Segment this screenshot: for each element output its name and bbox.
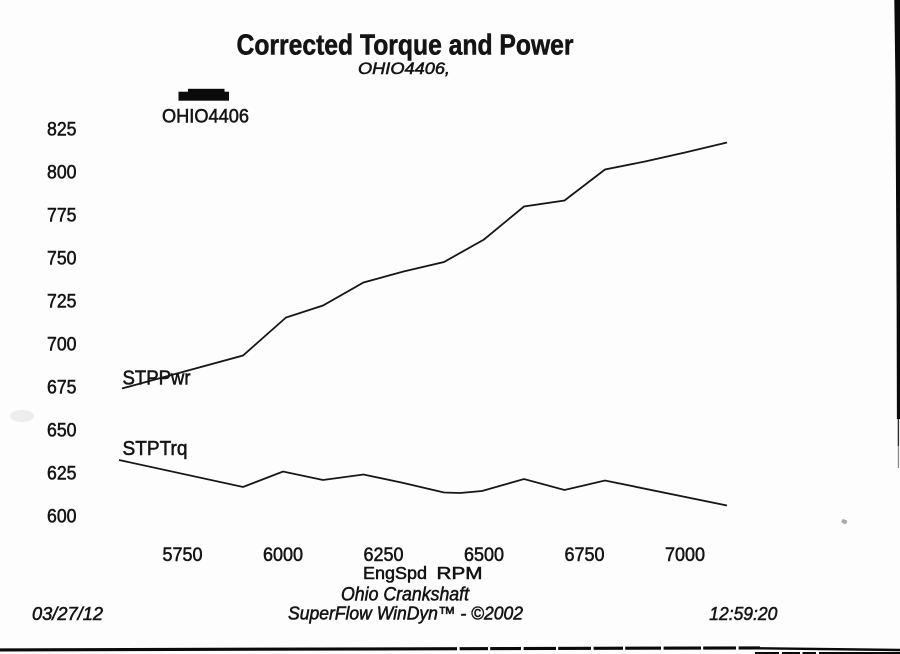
svg-text:EngSpd: EngSpd [363, 563, 427, 583]
svg-text:Corrected Torque and Power: Corrected Torque and Power [237, 30, 574, 62]
svg-text:7000: 7000 [665, 545, 705, 566]
svg-text:12:59:20: 12:59:20 [709, 603, 778, 624]
svg-text:6000: 6000 [263, 545, 303, 566]
svg-text:RPM: RPM [437, 563, 483, 583]
svg-text:675: 675 [47, 376, 77, 398]
svg-text:SuperFlow WinDyn™ - ©2002: SuperFlow WinDyn™ - ©2002 [288, 603, 524, 624]
svg-text:825: 825 [47, 118, 77, 140]
svg-text:6750: 6750 [565, 545, 605, 566]
svg-text:03/27/12: 03/27/12 [32, 603, 104, 624]
svg-text:6500: 6500 [464, 545, 504, 566]
svg-text:6250: 6250 [364, 545, 404, 566]
svg-text:775: 775 [47, 204, 77, 226]
svg-text:600: 600 [47, 505, 77, 527]
svg-text:STPTrq: STPTrq [123, 438, 188, 460]
svg-text:725: 725 [47, 290, 77, 312]
svg-text:625: 625 [47, 462, 77, 484]
svg-text:650: 650 [47, 419, 77, 441]
svg-text:800: 800 [47, 161, 77, 183]
svg-text:5750: 5750 [163, 545, 203, 566]
svg-text:750: 750 [47, 247, 77, 269]
svg-text:700: 700 [47, 333, 77, 355]
svg-text:Ohio Crankshaft: Ohio Crankshaft [341, 584, 470, 606]
svg-text:OHIO4406: OHIO4406 [162, 106, 249, 128]
svg-text:OHIO4406,: OHIO4406, [358, 59, 450, 78]
